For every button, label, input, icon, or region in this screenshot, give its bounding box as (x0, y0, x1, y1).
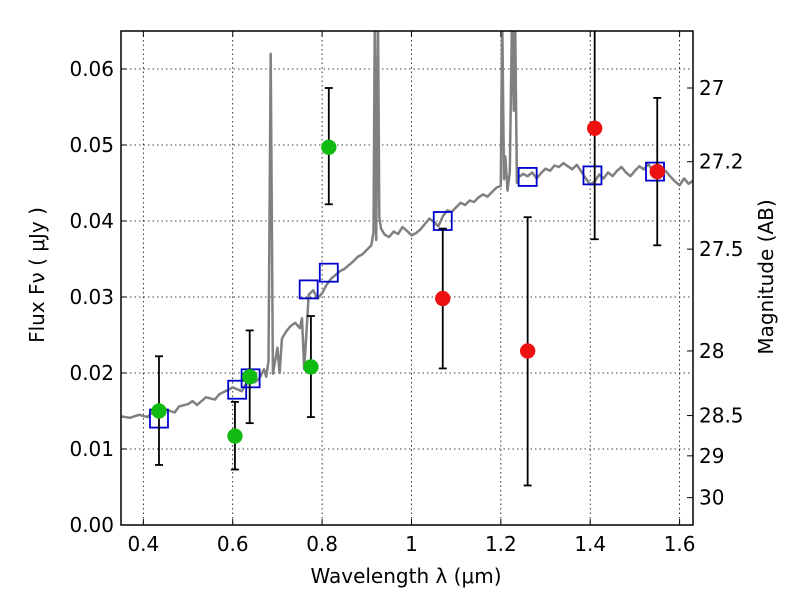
right-axis-label: Magnitude (AB) (754, 199, 778, 354)
template-spectrum-line (121, 31, 693, 420)
right-tick-label: 29 (699, 444, 724, 468)
y-tick-label: 0.01 (69, 437, 114, 461)
plot-area (121, 31, 693, 487)
observed-flux-point (649, 163, 665, 180)
y-tick-label: 0.00 (69, 513, 114, 537)
x-tick-label: 1.2 (485, 532, 517, 556)
x-tick-label: 0.4 (127, 532, 159, 556)
x-tick-label: 0.8 (306, 532, 338, 556)
axis-ticks: 0.4 0.6 0.8 1 1.2 1.4 1.6 0.00 0.01 0.02 0.03 0.04 0… (69, 31, 744, 556)
right-tick-label: 27.2 (699, 150, 744, 174)
axes-frame (120, 30, 694, 526)
model-photometry-square (517, 167, 538, 187)
observed-flux-point (241, 369, 258, 385)
observed-flux-point (303, 359, 319, 375)
right-tick-label: 28.5 (699, 404, 744, 428)
observed-flux-point (519, 343, 536, 359)
observed-flux-point (586, 120, 603, 137)
right-tick-label: 27.5 (699, 237, 744, 261)
model-photometry-square (582, 165, 603, 186)
model-photometry-square (318, 262, 339, 283)
y-tick-label: 0.05 (69, 133, 114, 157)
y-tick-label: 0.03 (69, 285, 114, 309)
y-tick-label: 0.04 (69, 209, 114, 233)
x-tick-label: 1.6 (664, 532, 696, 556)
observed-flux-point (435, 290, 451, 307)
y-tick-label: 0.02 (69, 361, 114, 385)
x-tick-label: 0.6 (217, 532, 249, 556)
x-tick-label: 1.4 (574, 532, 606, 556)
y-axis-label: Flux Fν ( μJy ) (25, 207, 49, 343)
model-photometry-square (227, 379, 248, 400)
observed-flux-point (321, 139, 337, 156)
right-tick-label: 30 (699, 486, 724, 510)
y-tick-label: 0.06 (69, 57, 114, 81)
right-tick-label: 28 (699, 339, 724, 363)
x-axis-label: Wavelength λ (μm) (310, 564, 501, 588)
model-photometry-square (298, 279, 319, 300)
observed-flux-point (151, 403, 167, 419)
right-tick-label: 27 (699, 76, 724, 100)
plot-content (121, 31, 693, 487)
observed-flux-point (227, 428, 243, 444)
grid-lines (121, 31, 693, 525)
x-tick-label: 1 (405, 532, 418, 556)
